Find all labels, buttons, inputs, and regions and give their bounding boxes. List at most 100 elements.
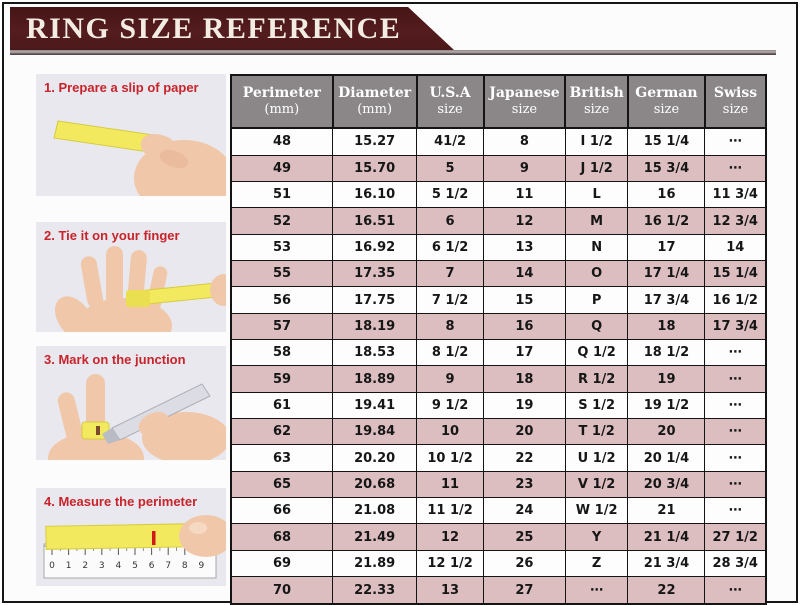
table-cell: 22.33 <box>332 576 418 605</box>
thumb-shape <box>140 133 180 163</box>
svg-text:1: 1 <box>66 561 72 571</box>
column-header: Japanese size <box>482 74 567 129</box>
table-cell: W 1/2 <box>564 497 629 525</box>
svg-text:7: 7 <box>165 561 171 571</box>
table-cell: 16 <box>627 181 706 209</box>
table-cell: 12 1/2 <box>416 549 484 578</box>
table-cell: 19.84 <box>332 418 418 446</box>
table-cell: 22 <box>627 576 706 605</box>
page-title: RING SIZE REFERENCE <box>26 11 402 45</box>
table-cell: 6 <box>416 207 484 235</box>
hand-shadow <box>159 149 189 169</box>
table-cell: 11 <box>416 470 484 499</box>
table-cell: 24 <box>483 497 566 525</box>
table-cell: 15 1/4 <box>627 127 706 156</box>
table-cell: 7 1/2 <box>416 286 484 314</box>
svg-text:2: 2 <box>82 561 88 571</box>
table-cell: 27 <box>483 576 566 605</box>
paper-wrap-shape <box>126 290 150 307</box>
column-header: Swiss size <box>703 74 768 129</box>
table-cell: 70 <box>230 576 334 605</box>
step-2-label: 2. Tie it on your finger <box>44 228 180 243</box>
table-cell: ⋯ <box>704 365 767 393</box>
table-cell: ⋯ <box>704 154 767 183</box>
pen-tip-shape <box>102 428 120 444</box>
table-cell: 57 <box>230 312 334 341</box>
fingernail-shape <box>189 522 207 534</box>
table-cell: 15.27 <box>332 127 418 156</box>
table-cell: 20 3/4 <box>627 470 706 499</box>
paper-strip-shape <box>45 523 197 550</box>
svg-text:8: 8 <box>182 561 188 571</box>
table-row: 51 16.10 5 1/2 11 L 16 11 3/4 <box>230 181 767 209</box>
table-row: 70 22.33 13 27 ⋯ 22 ⋯ <box>230 576 767 605</box>
table-row: 57 18.19 8 16 Q 18 17 3/4 <box>230 312 767 341</box>
table-row: 62 19.84 10 20 T 1/2 20 ⋯ <box>230 418 767 446</box>
table-cell: 65 <box>230 470 334 499</box>
table-cell: 9 <box>416 365 484 393</box>
table-cell: J 1/2 <box>564 154 629 183</box>
table-cell: 20 1/4 <box>627 444 706 472</box>
table-cell: 62 <box>230 418 334 446</box>
table-cell: 11 3/4 <box>704 181 767 209</box>
table-cell: 58 <box>230 339 334 367</box>
column-header: British size <box>564 74 629 129</box>
table-row: 58 18.53 8 1/2 17 Q 1/2 18 1/2 ⋯ <box>230 339 767 367</box>
table-cell: 49 <box>230 154 334 183</box>
table-cell: ⋯ <box>704 418 767 446</box>
table-cell: ⋯ <box>704 497 767 525</box>
table-cell: 48 <box>230 127 334 156</box>
table-cell: 13 <box>416 576 484 605</box>
table-cell: 19 <box>627 365 706 393</box>
table-cell: 19.41 <box>332 391 418 420</box>
holding-finger-shape <box>210 274 226 306</box>
table-cell: 18.89 <box>332 365 418 393</box>
step-3-label: 3. Mark on the junction <box>44 352 186 367</box>
table-cell: 16 1/2 <box>704 286 767 314</box>
table-cell: 51 <box>230 181 334 209</box>
marking-pen-illustration <box>48 374 226 460</box>
table-cell: 21.49 <box>332 523 418 551</box>
table-cell: 12 <box>416 523 484 551</box>
table-cell: 15 1/4 <box>704 260 767 288</box>
table-cell: M <box>564 207 629 235</box>
svg-text:0: 0 <box>49 561 55 571</box>
table-cell: ⋯ <box>704 470 767 499</box>
table-cell: Q 1/2 <box>564 339 629 367</box>
table-cell: ⋯ <box>704 444 767 472</box>
table-cell: 20 <box>627 418 706 446</box>
table-row: 63 20.20 10 1/2 22 U 1/2 20 1/4 ⋯ <box>230 444 767 472</box>
table-cell: ⋯ <box>704 391 767 420</box>
pen-shape <box>111 383 211 441</box>
ink-mark <box>96 426 100 435</box>
table-cell: 68 <box>230 523 334 551</box>
table-cell: 23 <box>483 470 566 499</box>
table-cell: 8 <box>483 127 566 156</box>
table-cell: 15.70 <box>332 154 418 183</box>
table-cell: 22 <box>483 444 566 472</box>
table-cell: 18 1/2 <box>627 339 706 367</box>
table-cell: Z <box>564 549 629 578</box>
table-cell: 26 <box>483 549 566 578</box>
table-cell: R 1/2 <box>564 365 629 393</box>
table-cell: 16.92 <box>332 233 418 262</box>
table-cell: 20.68 <box>332 470 418 499</box>
table-cell: 66 <box>230 497 334 525</box>
table-row: 56 17.75 7 1/2 15 P 17 3/4 16 1/2 <box>230 286 767 314</box>
table-cell: 17 3/4 <box>627 286 706 314</box>
table-cell: 16.10 <box>332 181 418 209</box>
table-cell: P <box>564 286 629 314</box>
table-cell: 27 1/2 <box>704 523 767 551</box>
table-cell: 17.35 <box>332 260 418 288</box>
title-banner: RING SIZE REFERENCE <box>10 7 454 50</box>
table-cell: T 1/2 <box>564 418 629 446</box>
table-cell: 18.53 <box>332 339 418 367</box>
thumb-shape <box>138 412 170 436</box>
table-head: Perimeter (mm) Diameter (mm) U.S.A size Japane… <box>230 74 768 129</box>
table-cell: 15 3/4 <box>627 154 706 183</box>
table-cell: 21.08 <box>332 497 418 525</box>
table-cell: 12 <box>483 207 566 235</box>
